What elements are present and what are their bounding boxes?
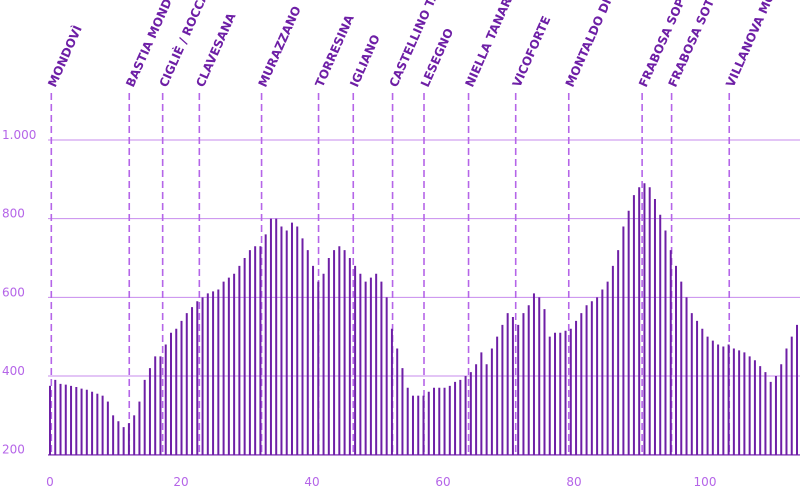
x-tick-labels: 0 20 40 60 80 100 <box>46 475 716 489</box>
y-tick-label: 400 <box>2 364 25 378</box>
place-label: VILLANOVA MONDOVÌ <box>722 0 795 89</box>
place-label: VICOFORTE <box>510 14 554 89</box>
place-label: LESEGNO <box>418 26 456 89</box>
x-tick-label: 40 <box>304 475 319 489</box>
x-tick-label: 20 <box>173 475 188 489</box>
x-tick-label: 80 <box>566 475 581 489</box>
place-label: MURAZZANO <box>256 4 304 89</box>
y-tick-label: 1.000 <box>2 128 36 142</box>
y-tick-label: 800 <box>2 207 25 221</box>
x-tick-label: 100 <box>694 475 717 489</box>
place-label: CLAVESANA <box>193 10 238 89</box>
x-tick-label: 60 <box>435 475 450 489</box>
place-marker-lines <box>50 93 731 455</box>
place-label: IGLIANO <box>347 32 383 89</box>
place-label: MONTALDO DI MONDOVÌ <box>562 0 643 89</box>
elevation-bars <box>49 183 798 455</box>
y-tick-label: 600 <box>2 285 25 299</box>
place-label: NIELLA TANARO <box>462 0 518 89</box>
x-tick-label: 0 <box>46 475 54 489</box>
y-tick-label: 200 <box>2 443 25 457</box>
y-tick-labels: 200 400 600 800 1.000 <box>2 128 36 457</box>
place-label: MONDOVÌ <box>44 23 84 89</box>
